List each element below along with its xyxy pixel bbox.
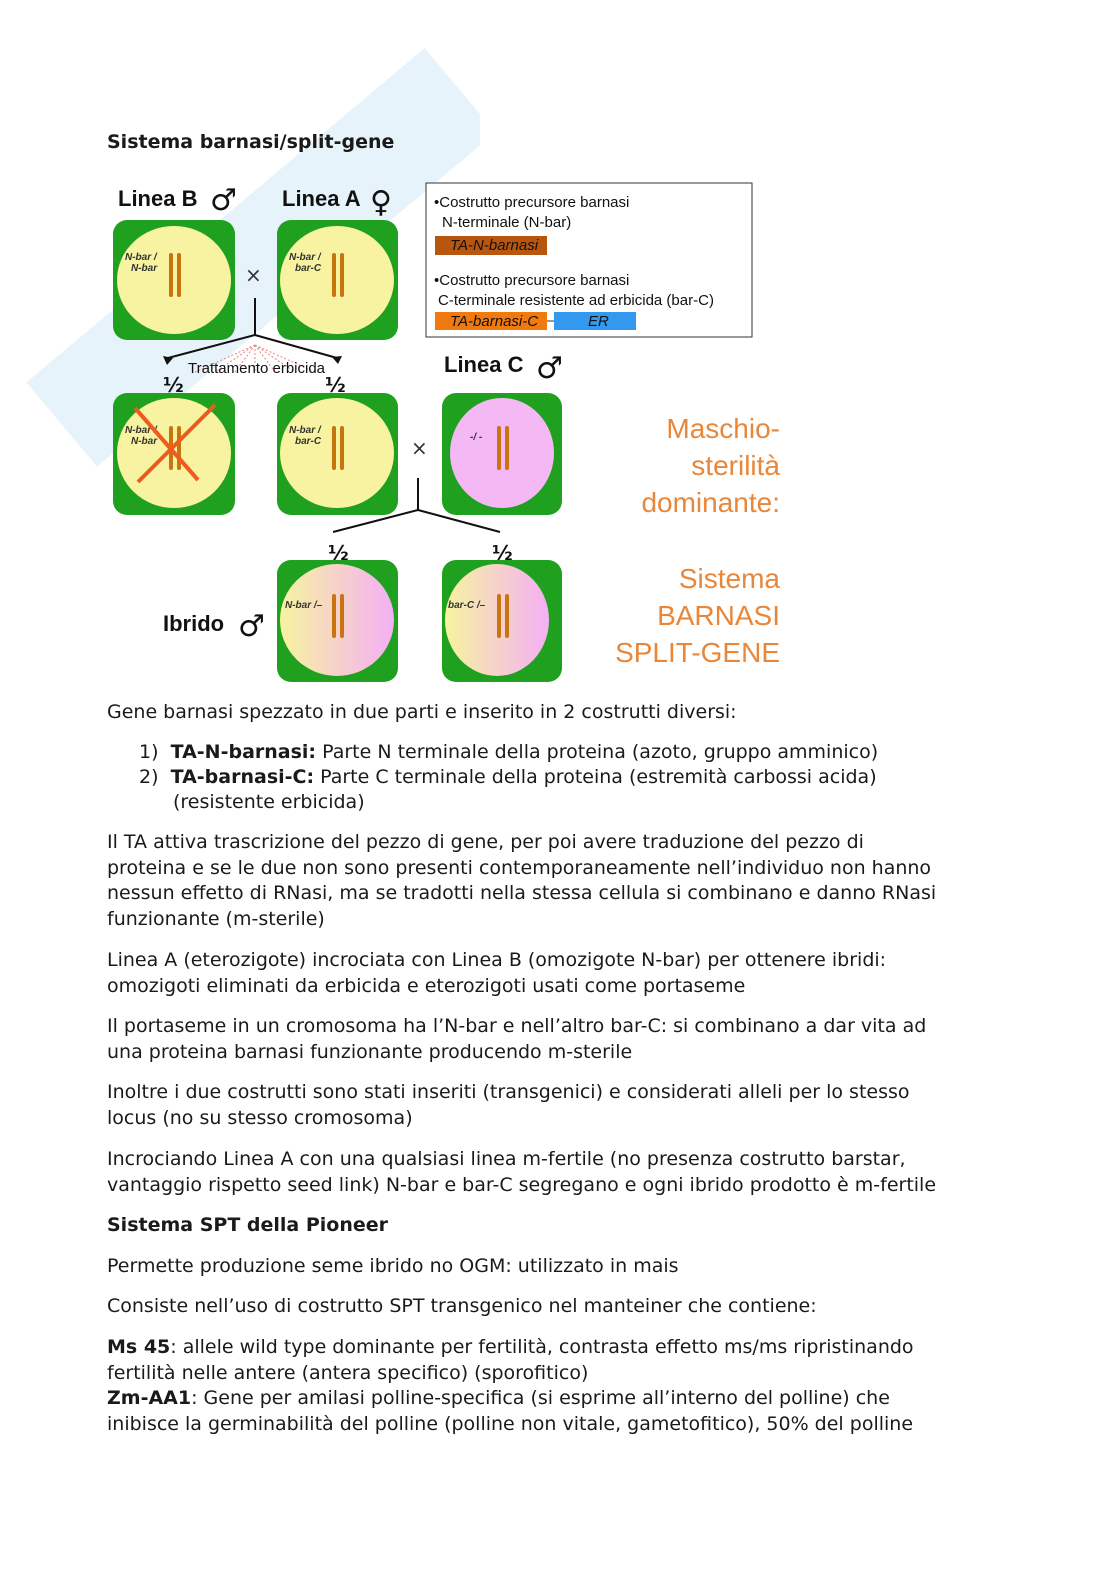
- svg-text:Linea C: Linea C: [444, 352, 524, 377]
- paragraph: Il portaseme in un cromosoma ha l’N-bar …: [107, 1015, 927, 1063]
- male-symbol: ♂: [536, 351, 563, 386]
- svg-text:Linea A: Linea A: [282, 186, 361, 211]
- ms45-definition: Ms 45: allele wild type dominante per fe…: [107, 1336, 914, 1435]
- svg-text:SPLIT-GENE: SPLIT-GENE: [615, 637, 780, 668]
- svg-text:N-bar: N-bar: [131, 263, 158, 274]
- svg-text:½: ½: [163, 373, 184, 397]
- svg-text:N-bar /: N-bar /: [125, 252, 158, 263]
- svg-text:•Costrutto precursore barnasi: •Costrutto precursore barnasi: [434, 272, 629, 289]
- svg-text:N-bar /–: N-bar /–: [285, 600, 323, 611]
- paragraph: Inoltre i due costrutti sono stati inser…: [107, 1081, 910, 1129]
- barnasi-diagram: Linea B ♂ Linea A ♀ Linea C ♂ Ibrido ♂ N…: [113, 182, 781, 682]
- list-item: 1) TA-N-barnasi: Parte N terminale della…: [139, 741, 879, 763]
- svg-text:N-bar: N-bar: [131, 436, 158, 447]
- cell-hybrid-2: bar-C /–: [442, 560, 562, 682]
- svg-text:-/ -: -/ -: [470, 432, 483, 443]
- svg-text:C-terminale resistente ad erbi: C-terminale resistente ad erbicida (bar-…: [438, 292, 714, 309]
- svg-text:N-bar /: N-bar /: [125, 425, 158, 436]
- svg-text:N-bar /: N-bar /: [289, 425, 322, 436]
- svg-text:Ibrido: Ibrido: [163, 611, 224, 636]
- section-title-spt: Sistema SPT della Pioneer: [107, 1214, 389, 1236]
- legend-box: •Costrutto precursore barnasi N-terminal…: [425, 182, 753, 338]
- list-item: 2) TA-barnasi-C: Parte C terminale della…: [139, 766, 877, 788]
- svg-text:Sistema: Sistema: [679, 563, 781, 594]
- cross-symbol: ×: [245, 263, 262, 287]
- paragraph: Incrociando Linea A con una qualsiasi li…: [107, 1148, 937, 1196]
- svg-text:×: ×: [411, 436, 428, 460]
- svg-text:TA-N-barnasi: TA-N-barnasi: [450, 237, 539, 254]
- cell-survivor: N-bar / bar-C: [277, 393, 398, 515]
- svg-text:dominante:: dominante:: [641, 487, 780, 518]
- male-symbol: ♂: [210, 183, 237, 218]
- svg-text:TA-barnasi-C: TA-barnasi-C: [450, 313, 538, 330]
- cell-linea-c: -/ -: [442, 393, 562, 515]
- svg-text:Linea B: Linea B: [118, 186, 197, 211]
- svg-text:N-terminale (N-bar): N-terminale (N-bar): [442, 214, 571, 231]
- cell-linea-b: N-bar / N-bar: [113, 220, 235, 340]
- paragraph: Permette produzione seme ibrido no OGM: …: [107, 1255, 679, 1277]
- svg-text:Maschio-: Maschio-: [666, 413, 780, 444]
- male-symbol: ♂: [238, 609, 265, 644]
- svg-text:bar-C: bar-C: [295, 436, 322, 447]
- svg-text:•Costrutto precursore barnasi: •Costrutto precursore barnasi: [434, 194, 629, 211]
- paragraph: Il TA attiva trascrizione del pezzo di g…: [107, 831, 937, 930]
- svg-text:½: ½: [492, 541, 513, 565]
- svg-text:BARNASI: BARNASI: [657, 600, 780, 631]
- cell-eliminated: N-bar / N-bar: [113, 393, 235, 515]
- svg-text:bar-C: bar-C: [295, 263, 322, 274]
- svg-text:N-bar /: N-bar /: [289, 252, 322, 263]
- cell-hybrid-1: N-bar /–: [277, 560, 398, 682]
- svg-text:½: ½: [328, 541, 349, 565]
- female-symbol: ♀: [370, 185, 392, 220]
- paragraph: Linea A (eterozigote) incrociata con Lin…: [107, 949, 887, 997]
- svg-text:bar-C /–: bar-C /–: [448, 600, 486, 611]
- svg-text:ER: ER: [588, 313, 609, 330]
- intro-text: Gene barnasi spezzato in due parti e ins…: [107, 701, 737, 723]
- svg-text:½: ½: [325, 373, 346, 397]
- svg-text:sterilità: sterilità: [691, 450, 780, 481]
- section-title-barnasi: Sistema barnasi/split-gene: [107, 131, 395, 153]
- cell-linea-a: N-bar / bar-C: [277, 220, 398, 340]
- paragraph: Consiste nell’uso di costrutto SPT trans…: [107, 1295, 817, 1317]
- svg-text:Trattamento erbicida: Trattamento erbicida: [188, 360, 326, 377]
- list-item-continuation: (resistente erbicida): [173, 791, 365, 813]
